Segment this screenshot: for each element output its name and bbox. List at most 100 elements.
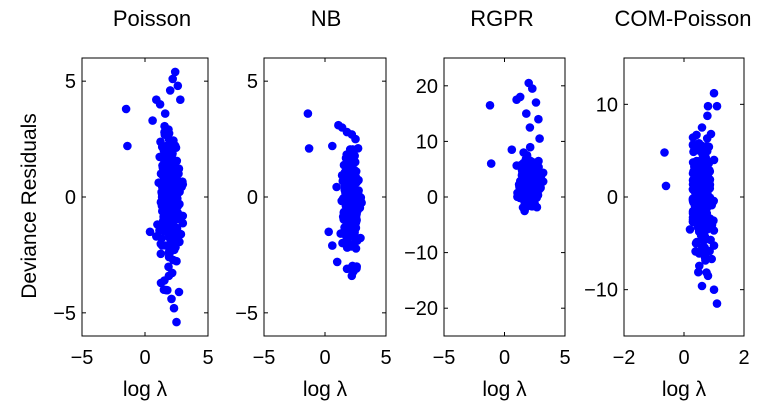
x-tick-label: −5 [433, 347, 456, 369]
data-point [152, 232, 161, 241]
data-point [164, 140, 173, 150]
data-point [303, 109, 313, 118]
panel-4: COM-Poisson −2 0 2 −10 0 10 log λ [584, 6, 751, 401]
data-point [164, 271, 174, 281]
data-point [166, 151, 175, 161]
data-point [350, 192, 360, 201]
data-point [158, 219, 168, 229]
data-point [709, 226, 719, 235]
data-point [697, 167, 707, 176]
data-point [703, 271, 713, 281]
x-axis-label: log λ [482, 378, 527, 401]
data-point [341, 153, 351, 163]
data-point [709, 88, 719, 98]
data-point [694, 267, 703, 277]
data-point [304, 144, 314, 153]
data-point [345, 229, 354, 238]
y-tick-label: −10 [584, 280, 618, 302]
x-tick-label: 0 [319, 347, 330, 369]
panel-3: RGPR −5 0 5 −20 −10 0 10 20 log λ [404, 6, 571, 401]
data-point [169, 303, 179, 313]
y-tick-label: −10 [404, 243, 438, 265]
data-point [173, 194, 182, 203]
data-point [164, 160, 174, 169]
panel-2: NB −5 0 5 −5 0 5 log λ [235, 6, 391, 401]
data-point [167, 294, 176, 304]
data-point [712, 101, 722, 111]
data-point [350, 151, 360, 161]
y-tick-label: 5 [65, 71, 76, 93]
data-point [171, 243, 180, 252]
data-point [156, 249, 166, 259]
data-point [357, 198, 366, 207]
x-tick-label: 5 [202, 347, 213, 369]
data-point [700, 252, 710, 262]
data-point [342, 264, 352, 274]
data-point [697, 281, 707, 291]
data-point [350, 169, 359, 179]
data-point [694, 139, 704, 148]
data-point [692, 130, 701, 140]
data-point [172, 156, 182, 166]
data-point [345, 145, 355, 154]
y-tick-label: −5 [53, 303, 76, 325]
data-point [699, 160, 708, 170]
data-point [695, 184, 704, 193]
plot-frame [263, 57, 387, 337]
data-point [703, 111, 712, 121]
data-point [709, 196, 718, 206]
data-point [172, 213, 182, 222]
plot-frame [623, 57, 745, 337]
data-point [533, 177, 543, 186]
x-tick-label: 5 [380, 347, 391, 369]
data-point [332, 182, 341, 192]
data-point [347, 240, 357, 249]
data-point [685, 225, 695, 234]
y-tick-label: 0 [65, 187, 76, 209]
data-point [165, 195, 174, 205]
data-point [332, 257, 342, 267]
data-point [698, 235, 707, 244]
data-point [705, 180, 715, 190]
panel-title: RGPR [470, 6, 534, 31]
y-tick-label: 0 [247, 187, 258, 209]
data-point [344, 163, 354, 173]
data-point [512, 161, 521, 170]
data-point [486, 159, 496, 168]
data-point [158, 161, 167, 170]
data-point [170, 67, 180, 77]
panel-title: Poisson [113, 6, 191, 31]
data-point [159, 285, 169, 295]
data-point [172, 256, 181, 266]
data-point [693, 219, 703, 229]
data-point [351, 134, 360, 144]
data-point [691, 239, 701, 248]
data-point [528, 84, 537, 93]
data-point [525, 142, 535, 152]
data-point [160, 121, 169, 131]
data-point [160, 127, 169, 137]
x-tick-label: 0 [139, 347, 150, 369]
data-point [171, 178, 180, 188]
x-tick-label: 2 [738, 347, 749, 369]
x-axis-label: log λ [123, 378, 168, 401]
data-point [159, 202, 169, 211]
data-point [525, 177, 534, 186]
data-point [345, 215, 355, 225]
panel-title: NB [311, 6, 342, 31]
data-point [691, 200, 701, 209]
data-point [518, 191, 528, 201]
data-point [342, 175, 352, 184]
plot-frame [81, 57, 209, 337]
data-point [324, 227, 334, 237]
data-point [706, 129, 716, 139]
data-point [703, 101, 713, 111]
data-point [701, 201, 710, 210]
data-point [534, 114, 543, 124]
data-point [527, 202, 537, 211]
x-tick-label: −5 [253, 347, 276, 369]
data-point [709, 285, 719, 295]
y-tick-label: 20 [416, 76, 438, 98]
data-point [524, 186, 533, 196]
x-tick-label: 0 [678, 347, 689, 369]
